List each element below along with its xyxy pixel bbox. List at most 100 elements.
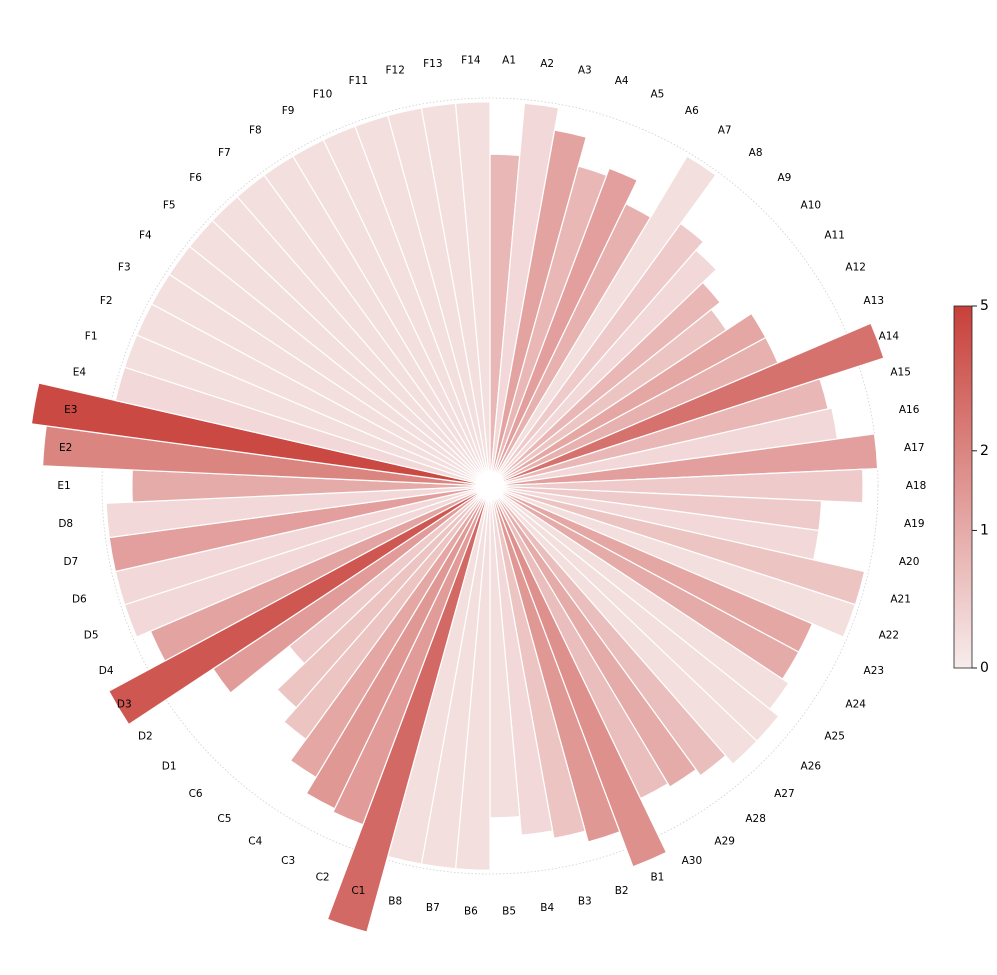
bar-A9	[498, 249, 718, 478]
bar-A14	[502, 322, 885, 483]
tick-label-E3: E3	[64, 404, 77, 416]
bar-A18	[503, 468, 864, 504]
tick-label-A20: A20	[899, 556, 920, 568]
bar-A2	[490, 102, 560, 473]
bar-A29	[496, 496, 697, 788]
tick-label-A13: A13	[864, 295, 885, 307]
tick-label-A19: A19	[904, 518, 925, 530]
tick-label-D3: D3	[117, 698, 132, 710]
tick-label-D5: D5	[84, 630, 99, 642]
colorbar-tick-label: 1	[980, 522, 989, 538]
bar-A8	[497, 222, 705, 477]
tick-label-A28: A28	[745, 813, 766, 825]
tick-label-F11: F11	[349, 75, 368, 87]
tick-label-A6: A6	[685, 105, 699, 117]
bar-F14	[454, 101, 491, 473]
tick-label-C1: C1	[351, 885, 365, 897]
tick-label-A5: A5	[650, 88, 664, 100]
tick-label-E4: E4	[73, 367, 87, 379]
tick-label-C3: C3	[281, 855, 295, 867]
tick-label-B5: B5	[502, 906, 516, 918]
tick-label-F12: F12	[386, 65, 405, 77]
tick-label-C2: C2	[316, 872, 330, 884]
tick-label-B3: B3	[578, 895, 592, 907]
bar-C4	[289, 496, 484, 779]
tick-label-F13: F13	[423, 58, 442, 70]
tick-label-F4: F4	[139, 230, 152, 242]
colorbar-gradient	[953, 305, 973, 669]
bar-B1	[494, 497, 668, 868]
tick-label-D2: D2	[138, 730, 153, 742]
tick-label-A2: A2	[540, 58, 554, 70]
tick-label-F9: F9	[282, 105, 295, 117]
tick-label-B4: B4	[540, 902, 554, 914]
bar-A5	[494, 167, 639, 475]
colorbar-tick-label: 0	[980, 660, 989, 676]
tick-label-F8: F8	[249, 124, 262, 136]
bar-D3	[107, 491, 480, 726]
tick-label-A22: A22	[879, 630, 900, 642]
tick-label-B6: B6	[464, 906, 478, 918]
outer-ring	[101, 97, 879, 875]
bar-A10	[499, 281, 722, 479]
bar-B4	[490, 499, 554, 836]
tick-label-A27: A27	[774, 788, 795, 800]
tick-label-B1: B1	[650, 872, 664, 884]
bars-group	[30, 101, 885, 933]
tick-label-A24: A24	[845, 698, 866, 710]
tick-label-B8: B8	[388, 895, 402, 907]
tick-label-F2: F2	[100, 295, 113, 307]
tick-label-D8: D8	[58, 518, 73, 530]
tick-label-B2: B2	[615, 885, 629, 897]
tick-label-E1: E1	[57, 480, 70, 492]
tick-label-A26: A26	[801, 760, 822, 772]
tick-label-A21: A21	[890, 593, 911, 605]
bar-A28	[497, 495, 727, 777]
tick-label-A10: A10	[801, 200, 822, 212]
bar-A7	[496, 155, 717, 476]
bar-B3	[491, 498, 587, 840]
bar-C5	[283, 495, 483, 741]
tick-label-F6: F6	[189, 172, 202, 184]
bar-C3	[305, 497, 485, 810]
tick-label-F1: F1	[85, 330, 98, 342]
tick-label-A30: A30	[682, 855, 703, 867]
tick-label-C4: C4	[248, 836, 262, 848]
tick-label-A15: A15	[890, 367, 911, 379]
tick-label-F7: F7	[218, 147, 231, 159]
tick-label-C5: C5	[217, 813, 231, 825]
tick-label-A29: A29	[714, 836, 735, 848]
bar-C2	[332, 497, 486, 826]
tick-label-D7: D7	[63, 556, 78, 568]
tick-label-A7: A7	[718, 124, 732, 136]
tick-label-A12: A12	[845, 262, 866, 274]
bar-C1	[326, 498, 488, 933]
tick-label-A23: A23	[864, 665, 885, 677]
tick-label-A18: A18	[906, 480, 927, 492]
tick-label-D6: D6	[72, 593, 87, 605]
tick-label-F5: F5	[163, 200, 176, 212]
tick-label-F3: F3	[118, 262, 131, 274]
colorbar-tick-label: 2	[980, 443, 989, 459]
tick-label-E2: E2	[59, 442, 72, 454]
tick-label-F10: F10	[313, 88, 332, 100]
tick-label-A11: A11	[824, 230, 845, 242]
category-labels: A1 A2 A3 A4 A5 A6 A7 A8 A9 A10 A11 A12 A13 A14 A15 A16 A…	[57, 54, 926, 917]
bar-A3	[491, 129, 587, 474]
tick-label-D4: D4	[99, 665, 114, 677]
bar-A22	[502, 489, 857, 638]
tick-label-A8: A8	[749, 147, 763, 159]
tick-label-C6: C6	[189, 788, 203, 800]
tick-label-A1: A1	[502, 54, 516, 66]
bar-B2	[492, 498, 621, 843]
bar-E3	[30, 382, 478, 485]
bar-A27	[498, 494, 758, 765]
colorbar: 0 1 2 5	[953, 298, 989, 676]
tick-label-D1: D1	[162, 760, 177, 772]
colorbar-tick-label: 5	[980, 298, 989, 314]
tick-label-F14: F14	[461, 54, 481, 66]
tick-label-A17: A17	[904, 442, 925, 454]
tick-label-A4: A4	[615, 75, 629, 87]
tick-label-A25: A25	[824, 730, 845, 742]
